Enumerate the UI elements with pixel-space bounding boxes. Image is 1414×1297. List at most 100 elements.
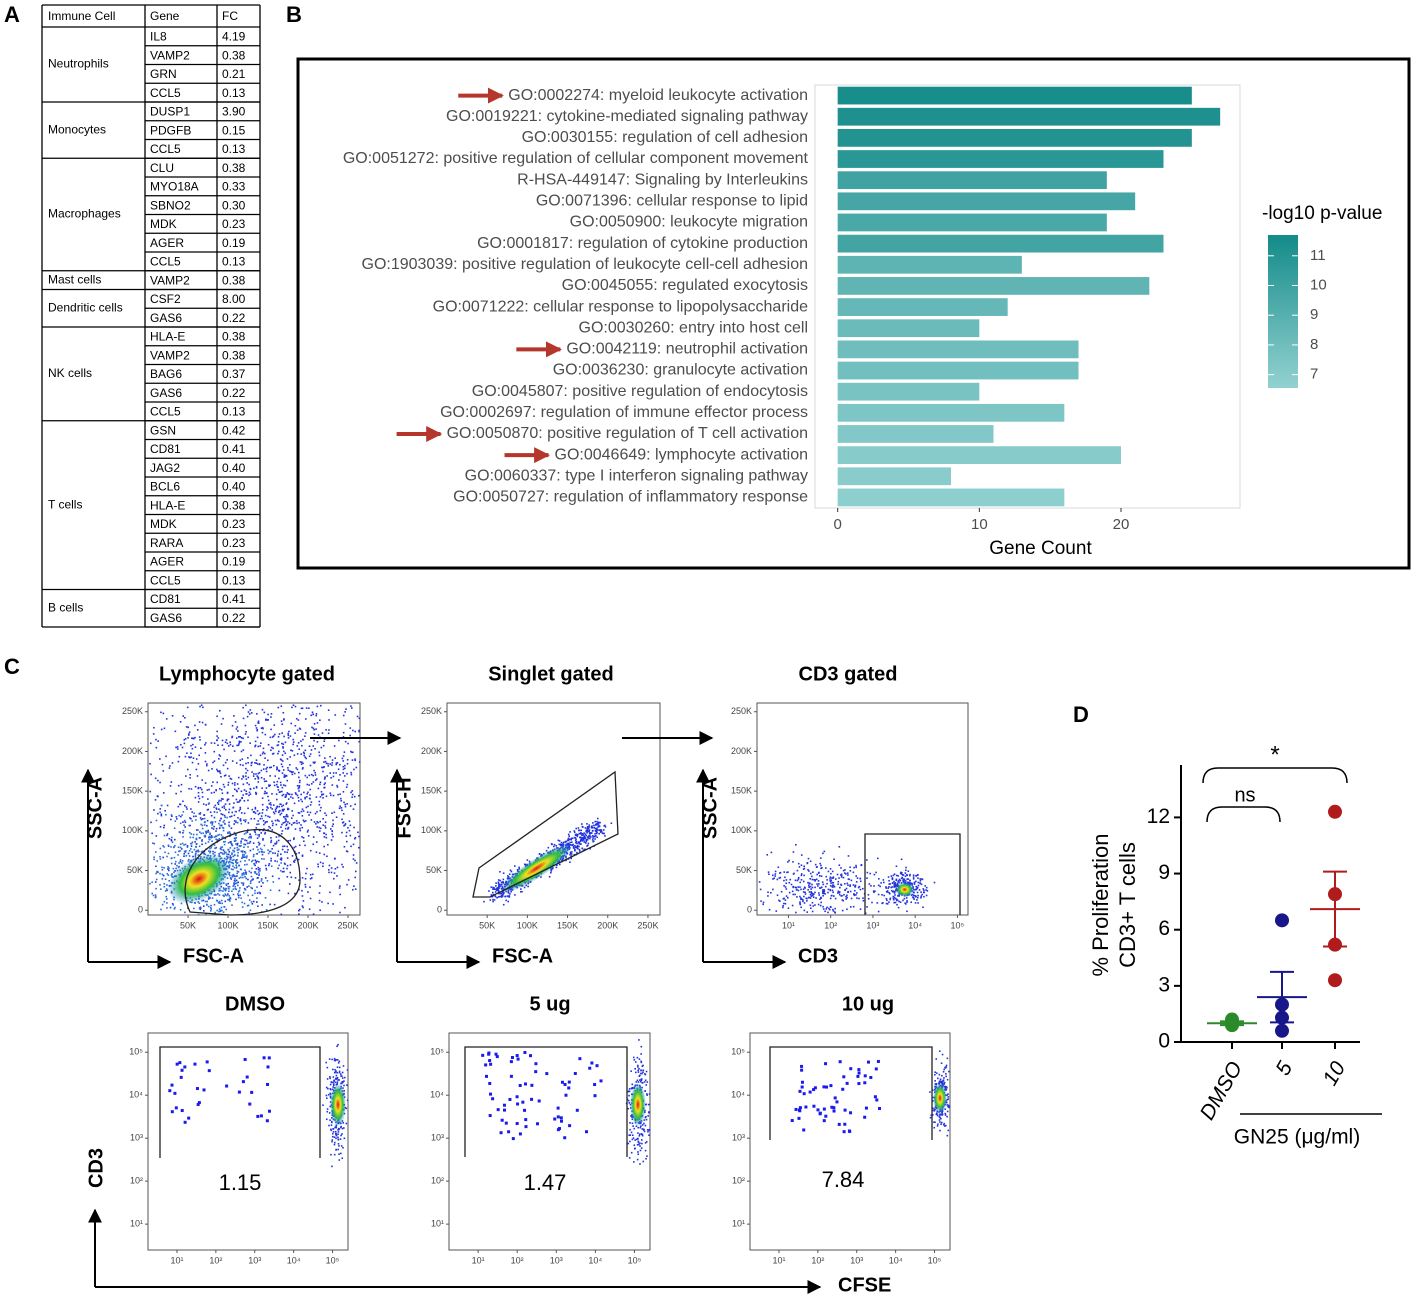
event-dot xyxy=(637,1140,640,1143)
event-dot xyxy=(496,896,498,899)
event-dot xyxy=(299,779,301,782)
event-dot xyxy=(153,856,155,859)
event-dot xyxy=(280,803,282,806)
event-dot xyxy=(643,1081,646,1083)
event-dot xyxy=(777,866,780,869)
event-dot xyxy=(489,1092,493,1096)
event-dot xyxy=(229,897,232,900)
event-dot xyxy=(569,841,571,844)
event-dot xyxy=(219,819,221,822)
gene: JAG2 xyxy=(150,461,180,475)
event-dot xyxy=(587,842,590,845)
event-dot xyxy=(929,1116,932,1119)
event-dot xyxy=(578,848,581,851)
event-dot xyxy=(497,881,500,884)
event-dot xyxy=(260,880,263,882)
event-dot xyxy=(344,805,347,808)
event-dot xyxy=(236,842,239,845)
event-dot xyxy=(803,865,805,868)
event-dot xyxy=(213,894,216,896)
event-dot xyxy=(922,906,924,909)
event-dot xyxy=(240,882,243,884)
event-dot xyxy=(849,890,852,893)
event-dot xyxy=(864,1106,868,1110)
event-dot xyxy=(341,831,343,834)
event-dot xyxy=(281,870,284,873)
event-dot xyxy=(894,890,896,893)
event-dot xyxy=(339,793,341,796)
table-header: FC xyxy=(222,9,238,23)
event-dot xyxy=(348,820,351,822)
event-dot xyxy=(288,822,291,825)
event-dot xyxy=(311,877,313,879)
event-dot xyxy=(231,735,234,738)
event-dot xyxy=(349,834,352,837)
event-dot xyxy=(159,811,161,814)
event-dot xyxy=(221,792,224,795)
event-dot xyxy=(890,875,893,877)
event-dot xyxy=(161,903,164,906)
event-dot xyxy=(594,827,597,830)
event-dot xyxy=(933,881,936,884)
event-dot xyxy=(223,852,226,855)
event-dot xyxy=(892,898,895,901)
event-dot xyxy=(223,807,226,809)
event-dot xyxy=(218,900,221,903)
event-dot xyxy=(840,875,843,877)
event-dot xyxy=(309,897,312,900)
panel-label: D xyxy=(1073,702,1089,727)
event-dot xyxy=(342,813,345,815)
event-dot xyxy=(258,891,261,894)
event-dot xyxy=(216,739,218,741)
event-dot xyxy=(266,820,268,823)
event-dot xyxy=(233,784,236,786)
event-dot xyxy=(221,852,223,854)
event-dot xyxy=(584,841,587,844)
event-dot xyxy=(285,793,287,796)
event-dot xyxy=(580,838,583,841)
event-dot xyxy=(800,1080,804,1084)
category-label: GO:0050870: positive regulation of T cel… xyxy=(447,425,808,442)
event-dot xyxy=(283,718,285,720)
event-dot xyxy=(240,868,243,871)
event-dot xyxy=(229,815,231,818)
event-dot xyxy=(333,1143,336,1146)
event-dot xyxy=(934,1080,936,1082)
event-dot xyxy=(294,705,297,708)
event-dot xyxy=(287,793,289,795)
event-dot xyxy=(268,816,271,818)
event-dot xyxy=(331,825,334,827)
event-dot xyxy=(220,723,223,725)
event-dot xyxy=(581,832,584,835)
event-dot xyxy=(340,1134,342,1137)
event-dot xyxy=(338,1070,341,1073)
x-tick-label: 150K xyxy=(557,920,578,930)
event-dot xyxy=(230,827,233,830)
event-dot xyxy=(295,767,298,769)
event-dot xyxy=(315,841,318,843)
event-dot xyxy=(204,782,207,784)
event-dot xyxy=(501,894,503,897)
event-dot xyxy=(808,870,810,872)
event-dot xyxy=(195,838,198,841)
event-dot xyxy=(221,826,224,829)
event-dot xyxy=(578,845,580,848)
event-dot xyxy=(199,908,202,911)
event-dot xyxy=(318,892,321,894)
event-dot xyxy=(243,833,246,835)
event-dot xyxy=(237,890,240,893)
event-dot xyxy=(510,890,512,893)
event-dot xyxy=(885,902,888,905)
event-dot xyxy=(310,773,313,776)
event-dot xyxy=(215,807,218,809)
event-dot xyxy=(638,1133,641,1136)
event-dot xyxy=(598,832,600,835)
event-dot xyxy=(845,898,848,900)
event-dot xyxy=(845,1081,849,1085)
event-dot xyxy=(829,1084,833,1088)
event-dot xyxy=(179,860,182,863)
event-dot xyxy=(256,736,259,739)
event-dot xyxy=(250,764,253,767)
event-dot xyxy=(877,884,880,887)
